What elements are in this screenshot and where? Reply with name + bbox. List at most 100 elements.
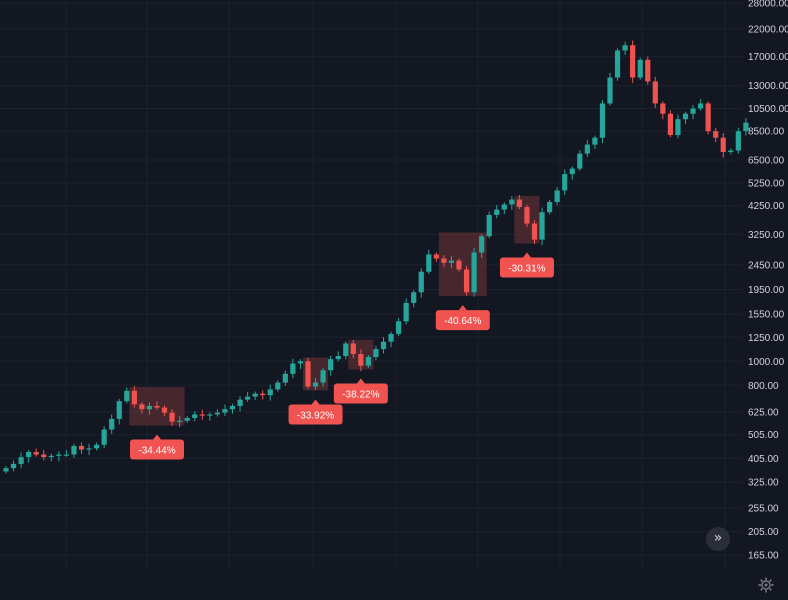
candle-down	[260, 393, 266, 396]
candle-up	[56, 454, 62, 456]
candle-down	[667, 113, 673, 136]
drawdown-badge-pointer	[311, 399, 320, 405]
candle-up	[282, 373, 288, 383]
candle-up	[682, 113, 689, 120]
candle-up	[184, 418, 190, 421]
drawdown-range-box	[438, 232, 487, 297]
candle-down	[41, 454, 47, 458]
candle-down	[33, 452, 39, 455]
drawdown-badge-pointer	[153, 434, 161, 440]
candle-down	[154, 405, 160, 408]
candle-down	[524, 206, 530, 224]
drawdown-label: -34.44%	[138, 446, 175, 457]
y-tick-label: 22000.00	[748, 24, 788, 35]
candle-up	[494, 209, 500, 215]
y-tick-label: 1950.00	[748, 285, 785, 296]
candle-up	[297, 361, 304, 364]
drawdown-badge-pointer	[356, 378, 365, 384]
candle-up	[94, 444, 100, 449]
candle-up	[63, 454, 69, 456]
y-tick-label: 255.00	[748, 504, 779, 515]
candle-up	[252, 393, 258, 397]
candle-up	[569, 168, 575, 175]
candle-up	[637, 59, 643, 78]
candle-up	[539, 212, 545, 240]
drawdown-badge	[288, 404, 343, 425]
candle-up	[396, 321, 402, 334]
y-tick-label: 8500.00	[748, 127, 785, 138]
y-tick-label: 4250.00	[748, 201, 785, 212]
scroll-to-realtime-button[interactable]: »	[706, 527, 730, 551]
gear-icon[interactable]	[758, 577, 774, 593]
candle-up	[101, 429, 107, 445]
y-tick-label: 205.00	[748, 527, 779, 538]
y-tick-label: 165.00	[748, 551, 779, 562]
candle-up	[735, 131, 741, 151]
candle-up	[109, 418, 115, 430]
drawdown-badge	[499, 257, 554, 278]
candle-down	[630, 45, 636, 78]
y-tick-label: 1250.00	[748, 333, 785, 344]
candle-up	[192, 414, 198, 419]
candle-down	[652, 81, 658, 104]
candle-up	[486, 214, 492, 237]
candle-up	[388, 333, 394, 342]
drawdown-label: -33.92%	[297, 410, 334, 421]
y-tick-label: 3250.00	[748, 230, 785, 241]
candle-up	[675, 119, 681, 136]
candle-up	[229, 405, 236, 410]
drawdown-label: -40.64%	[444, 316, 481, 327]
candle-up	[622, 45, 628, 51]
y-tick-label: 800.00	[748, 381, 779, 392]
candle-up	[312, 382, 319, 387]
drawdown-badge-pointer	[522, 252, 531, 258]
candle-up	[86, 448, 92, 450]
candle-down	[720, 137, 726, 153]
y-tick-label: 5250.00	[748, 178, 785, 189]
candle-up	[471, 252, 477, 293]
candle-down	[199, 414, 205, 416]
candle-up	[116, 401, 122, 419]
candle-up	[335, 356, 341, 360]
candle-up	[177, 420, 183, 422]
candle-up	[584, 144, 590, 154]
drawdown-badge-pointer	[458, 305, 467, 311]
candle-down	[358, 353, 364, 366]
candle-up	[214, 412, 220, 415]
candle-up	[607, 77, 613, 104]
y-tick-label: 17000.00	[748, 52, 788, 63]
candle-down	[161, 407, 168, 413]
candle-down	[139, 404, 145, 410]
drawdown-badge	[435, 310, 490, 331]
y-tick-label: 10500.00	[748, 104, 788, 115]
candle-up	[614, 50, 621, 78]
candle-down	[131, 390, 137, 405]
candle-down	[305, 361, 311, 387]
candle-up	[373, 349, 379, 358]
candle-up	[328, 359, 334, 371]
candle-up	[380, 341, 387, 350]
candle-down	[516, 199, 522, 207]
y-tick-label: 325.00	[748, 478, 779, 489]
candle-down	[531, 223, 538, 240]
candle-up	[18, 457, 24, 464]
candle-up	[146, 405, 153, 410]
candle-up	[320, 370, 326, 383]
candle-up	[343, 343, 349, 357]
y-tick-label: 2450.00	[748, 260, 785, 271]
candle-up	[275, 382, 281, 390]
y-tick-label: 1550.00	[748, 310, 785, 321]
candle-up	[690, 108, 696, 114]
double-chevron-right-icon: »	[713, 530, 723, 546]
candle-up	[267, 389, 273, 396]
y-tick-label: 405.00	[748, 454, 779, 465]
y-tick-label: 13000.00	[748, 81, 788, 92]
candle-down	[660, 103, 666, 114]
y-tick-label: 625.00	[748, 407, 779, 418]
drawdown-badge	[333, 383, 388, 404]
candle-up	[599, 103, 606, 138]
candle-up	[222, 409, 228, 413]
candle-up	[547, 201, 553, 213]
